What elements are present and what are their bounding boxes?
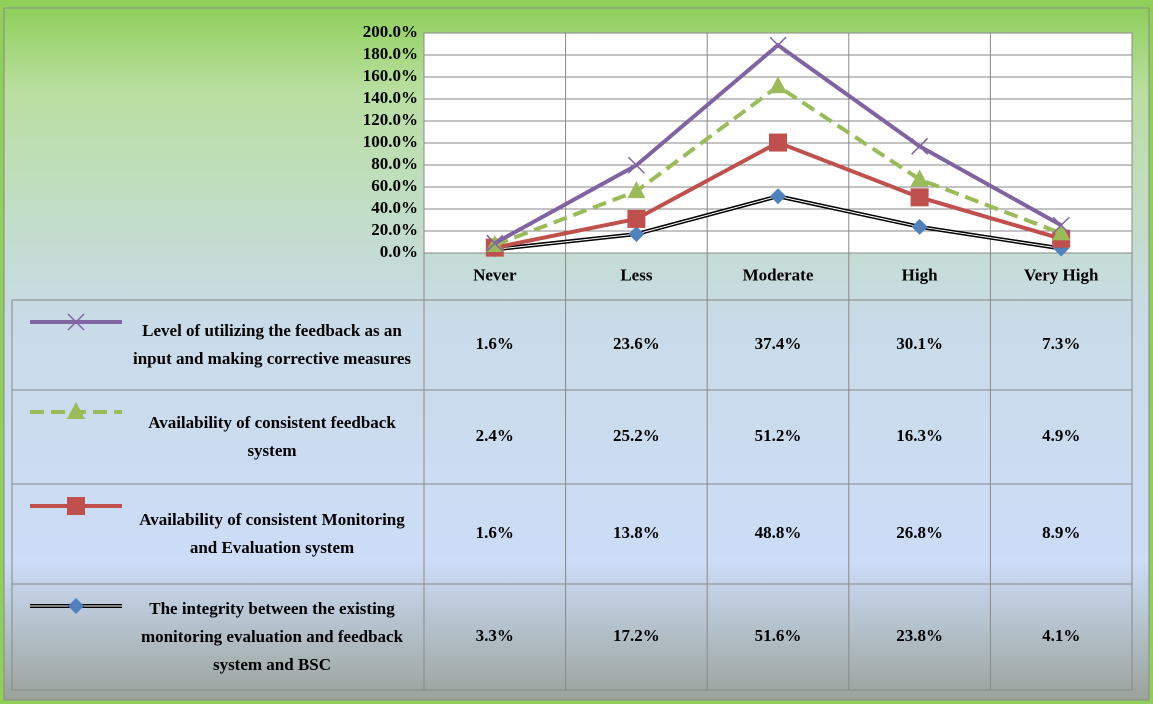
y-tick-label: 60.0% <box>371 176 418 195</box>
x-tick-label: Very High <box>1024 265 1099 284</box>
y-tick-label: 0.0% <box>380 242 418 261</box>
legend-label: Availability of consistent feedback syst… <box>148 413 396 460</box>
y-tick-label: 180.0% <box>363 44 418 63</box>
x-tick-label: Moderate <box>743 265 814 284</box>
marker <box>486 234 504 252</box>
data-label: 37.4% <box>755 334 802 353</box>
data-label: 4.9% <box>1042 426 1080 445</box>
data-label: 26.8% <box>896 523 943 542</box>
data-label: 1.6% <box>476 523 514 542</box>
data-label: 30.1% <box>896 334 943 353</box>
legend-label: Level of utilizing the feedback as an in… <box>133 321 411 368</box>
y-tick-label: 100.0% <box>363 132 418 151</box>
legend-symbol-shape <box>68 598 84 614</box>
legend-marker <box>67 313 85 331</box>
x-tick-label: Never <box>473 265 517 284</box>
legend-entry: Level of utilizing the feedback as an in… <box>133 321 411 368</box>
marker <box>627 181 646 199</box>
marker <box>911 137 929 155</box>
data-label: 51.6% <box>755 626 802 645</box>
legend-marker <box>67 497 85 515</box>
marker <box>769 36 787 54</box>
data-label: 13.8% <box>613 523 660 542</box>
data-label: 3.3% <box>476 626 514 645</box>
legend-label: The integrity between the existing monit… <box>140 599 404 674</box>
legend-symbol-shape <box>67 313 85 331</box>
marker <box>627 209 646 228</box>
y-tick-label: 20.0% <box>371 220 418 239</box>
y-tick-label: 40.0% <box>371 198 418 217</box>
y-tick-label: 80.0% <box>371 154 418 173</box>
marker <box>627 156 645 174</box>
data-label: 23.6% <box>613 334 660 353</box>
marker <box>1052 216 1070 234</box>
marker <box>770 188 786 205</box>
legend-entry: Availability of consistent feedback syst… <box>148 413 396 460</box>
data-label: 23.8% <box>896 626 943 645</box>
x-tick-label: High <box>902 265 938 284</box>
legend-symbol <box>67 402 85 419</box>
legend-label: Availability of consistent Monitoring an… <box>139 510 405 557</box>
legend-symbol <box>67 497 85 515</box>
data-label: 16.3% <box>896 426 943 445</box>
legend-symbol <box>68 598 84 614</box>
legend-entry: The integrity between the existing monit… <box>140 599 404 674</box>
legend-entry: Availability of consistent Monitoring an… <box>139 510 405 557</box>
marker <box>1052 223 1071 241</box>
y-tick-label: 120.0% <box>363 110 418 129</box>
y-tick-label: 200.0% <box>363 22 418 41</box>
legend-symbol <box>67 313 85 331</box>
marker <box>911 218 928 235</box>
data-label: 4.1% <box>1042 626 1080 645</box>
data-label: 17.2% <box>613 626 660 645</box>
legend-symbol-shape <box>67 497 85 515</box>
marker <box>769 133 787 152</box>
legend-marker <box>67 402 85 419</box>
y-tick-label: 140.0% <box>363 88 418 107</box>
data-label: 2.4% <box>476 426 514 445</box>
data-label: 51.2% <box>755 426 802 445</box>
data-label: 7.3% <box>1042 334 1080 353</box>
data-label: 48.8% <box>755 523 802 542</box>
x-tick-label: Less <box>620 265 653 284</box>
marker <box>910 169 929 187</box>
data-label: 1.6% <box>476 334 514 353</box>
legend-marker <box>68 598 84 614</box>
y-tick-label: 160.0% <box>363 66 418 85</box>
marker <box>769 76 787 94</box>
legend-symbol-shape <box>67 402 85 419</box>
data-label: 8.9% <box>1042 523 1080 542</box>
marker <box>628 226 645 243</box>
marker <box>910 188 929 207</box>
data-label: 25.2% <box>613 426 660 445</box>
